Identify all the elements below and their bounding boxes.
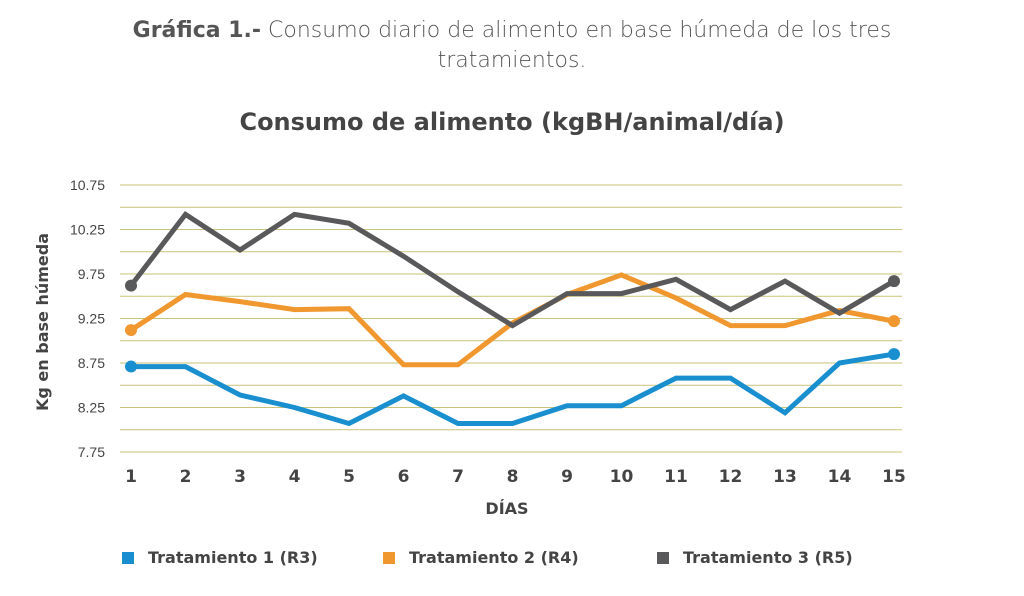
- legend-label: Tratamiento 3 (R5): [683, 548, 853, 567]
- y-tick-label: 9.75: [78, 266, 105, 282]
- series-2: [125, 272, 900, 368]
- x-tick-label: 15: [882, 467, 906, 487]
- x-axis-label: DÍAS: [485, 499, 528, 518]
- series-end-point: [888, 348, 900, 361]
- series-line: [131, 351, 895, 427]
- x-tick-label: 2: [180, 467, 192, 487]
- y-tick-label: 7.75: [78, 444, 105, 460]
- x-tick-label: 3: [234, 467, 246, 487]
- x-tick-label: 14: [828, 467, 852, 487]
- series-end-point: [125, 279, 137, 292]
- y-tick-labels: 7.75 8.25 8.75 9.25 9.75 10.25 10.75: [70, 177, 105, 460]
- series-end-point: [125, 360, 137, 373]
- x-tick-label: 5: [343, 467, 355, 487]
- series-line: [129, 272, 895, 368]
- series-line: [129, 211, 896, 329]
- x-tick-labels: 1 2 3 4 5 6 7 8 9 10 11 12 13 14 15: [125, 467, 906, 487]
- y-tick-label: 8.75: [78, 355, 105, 371]
- legend-label: Tratamiento 2 (R4): [409, 548, 579, 567]
- x-tick-label: 12: [719, 467, 743, 487]
- x-tick-label: 9: [561, 467, 573, 487]
- x-tick-label: 10: [610, 467, 634, 487]
- legend-swatch-icon: [383, 551, 395, 564]
- x-tick-label: 8: [507, 467, 519, 487]
- legend: Tratamiento 1 (R3) Tratamiento 2 (R4) Tr…: [0, 548, 1024, 578]
- caption-lead: Gráfica 1.-: [132, 18, 262, 43]
- x-tick-label: 13: [773, 467, 797, 487]
- x-tick-label: 4: [289, 467, 301, 487]
- legend-swatch-icon: [122, 551, 134, 564]
- legend-item-tratamiento-1: Tratamiento 1 (R3): [122, 548, 318, 567]
- x-tick-label: 1: [125, 467, 137, 487]
- series-end-point: [888, 275, 900, 288]
- figure-caption: Gráfica 1.- Consumo diario de alimento e…: [60, 16, 964, 76]
- legend-label: Tratamiento 1 (R3): [148, 548, 318, 567]
- legend-item-tratamiento-2: Tratamiento 2 (R4): [383, 548, 579, 567]
- legend-swatch-icon: [657, 551, 669, 564]
- y-tick-label: 10.25: [70, 222, 105, 238]
- series-group: [125, 211, 900, 427]
- y-tick-label: 10.75: [70, 177, 105, 193]
- x-tick-label: 11: [664, 467, 688, 487]
- caption-text: Consumo diario de alimento en base húmed…: [261, 18, 892, 73]
- y-tick-label: 8.25: [78, 400, 105, 416]
- series-end-point: [888, 315, 900, 328]
- series-3: [125, 211, 900, 329]
- y-tick-label: 9.25: [78, 311, 105, 327]
- series-end-point: [125, 324, 137, 337]
- series-1: [125, 348, 900, 427]
- x-tick-label: 7: [452, 467, 464, 487]
- x-tick-label: 6: [398, 467, 410, 487]
- legend-item-tratamiento-3: Tratamiento 3 (R5): [657, 548, 853, 567]
- chart-title: Consumo de alimento (kgBH/animal/día): [239, 108, 785, 136]
- y-axis-label: Kg en base húmeda: [33, 233, 52, 411]
- grid-lines: [120, 184, 902, 453]
